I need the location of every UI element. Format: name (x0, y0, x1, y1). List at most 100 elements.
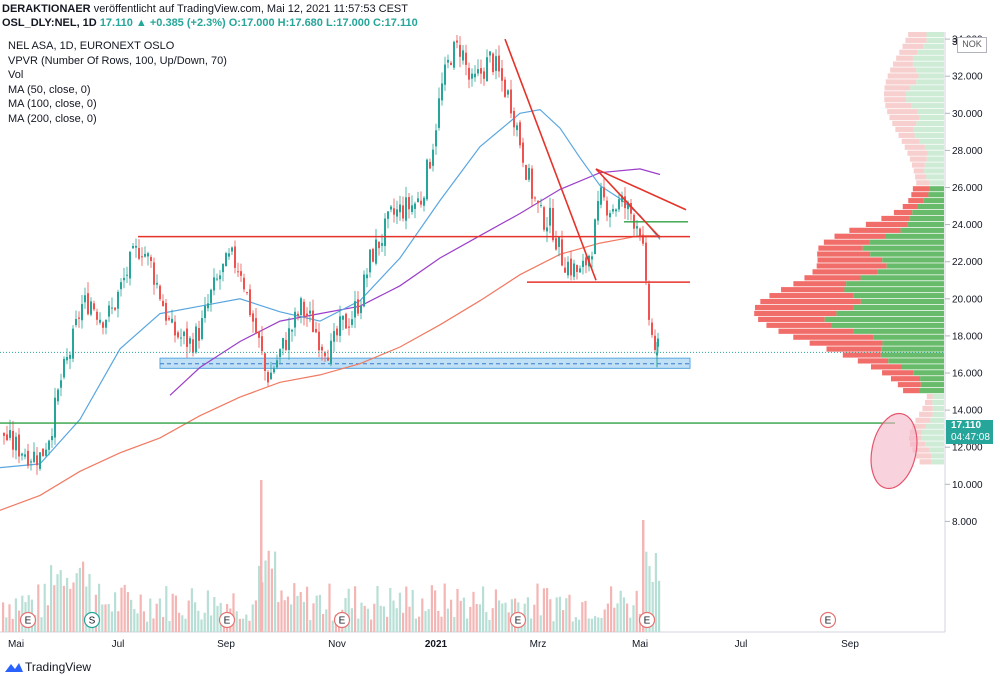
legend-item-ma50[interactable]: MA (50, close, 0) (8, 83, 91, 96)
vp-bar-down (812, 269, 878, 275)
candle-body (243, 277, 245, 290)
vp-bar-up (929, 447, 944, 453)
vp-bar-down (908, 32, 927, 38)
volume-bar (597, 617, 600, 632)
candle-body (435, 130, 437, 147)
triangle-upper-line (595, 168, 687, 211)
vp-bar-up (910, 85, 944, 91)
vp-bar-up (929, 186, 944, 192)
candle-body (624, 196, 626, 209)
earnings-marker-label: E (825, 616, 832, 627)
ma200-line (0, 235, 660, 511)
vp-bar-up (927, 150, 944, 156)
volume-bar (194, 602, 197, 632)
volume-bar (133, 609, 136, 632)
vp-bar-down (826, 346, 882, 352)
volume-bar (325, 609, 328, 632)
volume-bar (306, 586, 309, 632)
vp-bar-down (911, 192, 929, 198)
vp-bar-down (922, 405, 933, 412)
candle-body (480, 68, 482, 74)
legend-item-vpvr[interactable]: VPVR (Number Of Rows, 100, Up/Down, 70) (8, 54, 227, 67)
volume-bar (542, 588, 545, 632)
candle-body (552, 207, 554, 241)
vp-bar-up (923, 198, 944, 204)
y-tick-label: 18.000 (952, 331, 983, 342)
candle-body (117, 291, 119, 309)
volume-bar (171, 593, 174, 632)
candle-body (618, 199, 620, 210)
vp-bar-up (930, 459, 944, 465)
currency-badge[interactable]: NOK (957, 37, 987, 53)
candle-body (657, 338, 659, 347)
volume-bar (434, 590, 437, 632)
vp-bar-down (889, 114, 919, 121)
triangle-lower-line (595, 168, 661, 239)
x-tick-label: Mrz (530, 639, 547, 650)
volume-bar (213, 597, 216, 632)
candle-body (42, 448, 44, 457)
candle-body (456, 40, 458, 43)
author-name[interactable]: DERAKTIONAER (2, 3, 91, 15)
price-chart[interactable]: 8.000 10.000 12.000 14.000 16.000 18.000 20.00… (0, 32, 1000, 656)
candle-body (24, 454, 26, 457)
descending-trendline (504, 38, 597, 281)
legend-item-ma100[interactable]: MA (100, close, 0) (8, 98, 97, 110)
candle-body (90, 301, 92, 315)
vp-bar-down (865, 221, 908, 227)
legend-item-vol[interactable]: Vol (8, 69, 24, 81)
vp-bar-up (917, 203, 944, 210)
candle-body (489, 51, 491, 56)
volume-bar (370, 619, 373, 632)
volume-bar (117, 611, 120, 632)
volume-bar (315, 595, 318, 632)
legend-item-ma200[interactable]: MA (200, close, 0) (8, 112, 97, 125)
candle-body (60, 380, 62, 388)
vp-bar-up (919, 138, 944, 144)
earnings-marker (19, 611, 37, 629)
vp-bar-up (900, 227, 944, 233)
volume-bar (648, 566, 651, 632)
candle-body (534, 197, 536, 199)
volume-bar (453, 617, 456, 632)
tradingview-brand[interactable]: TradingView (25, 660, 92, 674)
volume-bar (78, 567, 81, 632)
vp-bar-up (882, 257, 944, 263)
volume-bar (581, 602, 584, 632)
volume-bar (2, 602, 5, 632)
candle-body (96, 311, 98, 320)
volume-bar (392, 600, 395, 632)
publish-text: veröffentlicht auf TradingView.com, Mai … (93, 3, 408, 15)
tradingview-logo-icon[interactable] (4, 660, 24, 674)
vp-bar-down (912, 447, 930, 453)
candle-body (69, 354, 71, 359)
candle-body (492, 53, 494, 73)
candle-body (279, 349, 281, 357)
vp-bar-up (924, 168, 944, 174)
candle-body (555, 238, 557, 250)
candle-body (576, 265, 578, 273)
volume-bar (357, 618, 360, 632)
candle-body (15, 436, 17, 451)
vp-bar-down (919, 459, 931, 465)
candle-body (294, 311, 296, 328)
vp-bar-up (922, 429, 944, 435)
volume-bar (536, 583, 539, 632)
volume-bar (318, 594, 321, 632)
vp-bar-down (897, 382, 921, 388)
volume-bar (206, 590, 209, 632)
candle-body (438, 98, 440, 128)
volume-bar (88, 573, 91, 632)
chart-title[interactable]: NEL ASA, 1D, EURONEXT OSLO (8, 40, 175, 52)
symbol-label[interactable]: OSL_DLY:NEL, 1D (2, 17, 97, 29)
volume-bar (379, 605, 382, 632)
candle-body (393, 208, 395, 215)
volume-bar (437, 610, 440, 632)
volume-bar (594, 616, 597, 632)
candle-body (483, 71, 485, 79)
vp-bar-down (902, 203, 918, 210)
volume-bar (619, 590, 622, 632)
candle-body (246, 292, 248, 294)
candle-body (432, 149, 434, 166)
vp-bar-down (760, 298, 861, 305)
